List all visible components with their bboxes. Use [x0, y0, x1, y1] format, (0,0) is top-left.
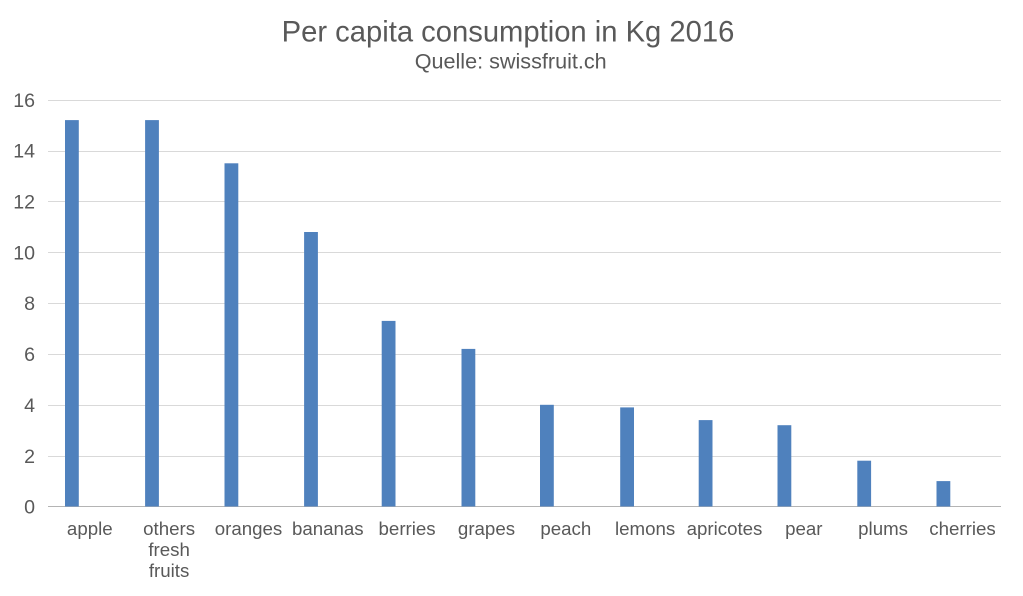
svg-text:bananas: bananas — [292, 518, 364, 539]
svg-text:berries: berries — [379, 518, 436, 539]
svg-text:12: 12 — [13, 192, 35, 214]
svg-text:apricotes: apricotes — [687, 518, 763, 539]
svg-text:4: 4 — [24, 395, 35, 417]
svg-text:plums: plums — [858, 518, 908, 539]
svg-text:14: 14 — [13, 141, 35, 163]
svg-text:fresh: fresh — [148, 539, 190, 560]
svg-text:cherries: cherries — [929, 518, 995, 539]
svg-text:10: 10 — [13, 242, 35, 264]
svg-text:6: 6 — [24, 344, 35, 366]
svg-text:lemons: lemons — [615, 518, 675, 539]
svg-text:others: others — [143, 518, 195, 539]
svg-text:grapes: grapes — [458, 518, 515, 539]
svg-text:oranges: oranges — [215, 518, 283, 539]
svg-text:Per capita consumption in Kg 2: Per capita consumption in Kg 2016 — [282, 17, 735, 49]
svg-text:16: 16 — [13, 90, 35, 112]
svg-text:fruits: fruits — [149, 560, 190, 581]
svg-text:peach: peach — [540, 518, 591, 539]
svg-text:0: 0 — [24, 497, 35, 519]
svg-text:2: 2 — [24, 446, 35, 468]
svg-text:pear: pear — [785, 518, 822, 539]
svg-text:apple: apple — [67, 518, 113, 539]
svg-text:Quelle: swissfruit.ch: Quelle: swissfruit.ch — [415, 48, 607, 73]
svg-text:8: 8 — [24, 293, 35, 315]
